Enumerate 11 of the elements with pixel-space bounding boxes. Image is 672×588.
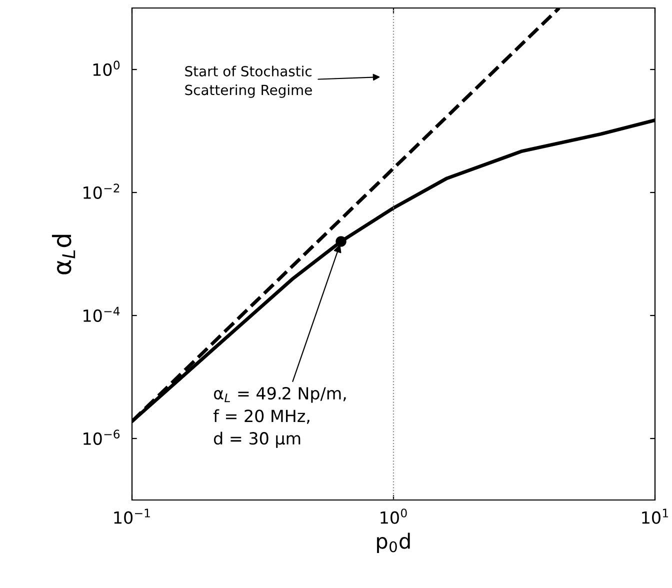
y-axis-title: α$_{L}$d [52,234,76,274]
x-axis-title: p$_{0}$d [377,532,410,553]
annotation: Start of Stochastic Scattering Regime [185,66,312,98]
x-tick-label: 10$^{1}$ [642,508,668,524]
y-tick-label: 10$^{−6}$ [84,430,120,445]
y-tick-label: 10$^{−4}$ [84,306,120,322]
y-tick-label: 10$^{−2}$ [84,184,120,199]
annotation: α$_{L}$ = 49.2 Np/m, f = 20 MHz, d = 30 μm [213,386,346,448]
x-tick-label: 10$^{−1}$ [114,508,150,524]
y-tick-label: 10$^{0}$ [93,60,120,76]
x-tick-label: 10$^{0}$ [380,508,407,524]
